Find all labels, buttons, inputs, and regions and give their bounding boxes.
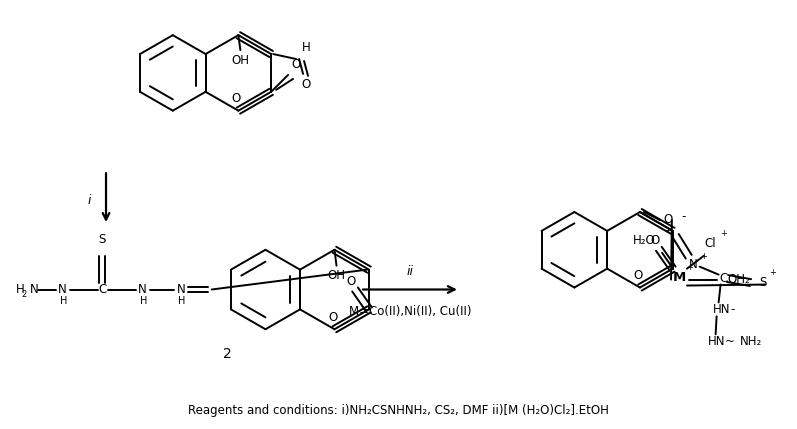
Text: -: - [681, 211, 686, 224]
Text: OH: OH [231, 54, 249, 66]
Text: 2: 2 [22, 290, 27, 299]
Text: S: S [98, 233, 106, 246]
Text: H: H [140, 296, 147, 306]
Text: C: C [98, 283, 106, 296]
Text: H₂O: H₂O [633, 234, 655, 248]
Text: +: + [665, 227, 672, 236]
Text: HN: HN [708, 335, 725, 347]
Text: N: N [30, 283, 39, 296]
Text: S: S [759, 276, 766, 289]
Text: C: C [720, 272, 728, 285]
Text: O: O [650, 234, 659, 248]
Text: N: N [176, 283, 185, 296]
Text: Cl: Cl [704, 237, 716, 250]
Text: O: O [232, 92, 241, 105]
Text: M: M [673, 271, 685, 284]
Text: O: O [328, 311, 337, 324]
Text: +: + [701, 252, 707, 261]
Text: NH₂: NH₂ [740, 335, 762, 347]
Text: 2: 2 [223, 347, 232, 361]
Text: O: O [301, 79, 311, 91]
Text: i: i [88, 193, 91, 207]
Text: H: H [178, 296, 186, 306]
Text: ~: ~ [724, 335, 735, 347]
Text: O: O [292, 58, 300, 72]
Text: -: - [730, 303, 735, 316]
Text: +: + [720, 230, 728, 239]
Text: H: H [16, 283, 25, 296]
Text: N: N [138, 283, 147, 296]
Text: Reagents and conditions: i)NH₂CSNHNH₂, CS₂, DMF ii)[M (H₂O)Cl₂].EtOH: Reagents and conditions: i)NH₂CSNHNH₂, C… [187, 404, 608, 417]
Text: M=Co(II),Ni(II), Cu(II): M=Co(II),Ni(II), Cu(II) [349, 305, 471, 318]
Text: O: O [663, 214, 673, 227]
Text: +: + [686, 263, 693, 272]
Text: OH: OH [328, 269, 345, 282]
Text: N: N [58, 283, 67, 296]
Text: OH₂: OH₂ [728, 273, 750, 286]
Text: O: O [634, 269, 642, 282]
Text: H: H [61, 296, 68, 306]
Text: HN: HN [713, 303, 730, 316]
Text: O: O [347, 275, 355, 288]
Text: ii: ii [406, 265, 414, 278]
Text: +: + [769, 268, 775, 277]
Text: H: H [302, 41, 310, 54]
Text: N: N [689, 258, 698, 271]
